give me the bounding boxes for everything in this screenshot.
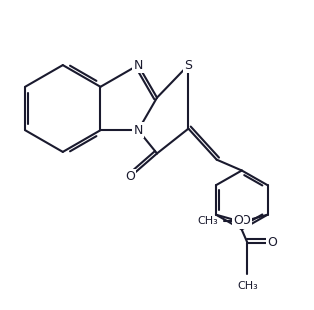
Text: S: S [184, 59, 192, 72]
Text: O: O [241, 215, 251, 227]
Text: O: O [125, 170, 135, 183]
Text: CH₃: CH₃ [237, 281, 258, 291]
Text: N: N [133, 59, 143, 72]
Text: O: O [233, 215, 243, 227]
Text: O: O [268, 236, 277, 249]
Text: N: N [133, 124, 143, 137]
Text: CH₃: CH₃ [198, 216, 218, 226]
